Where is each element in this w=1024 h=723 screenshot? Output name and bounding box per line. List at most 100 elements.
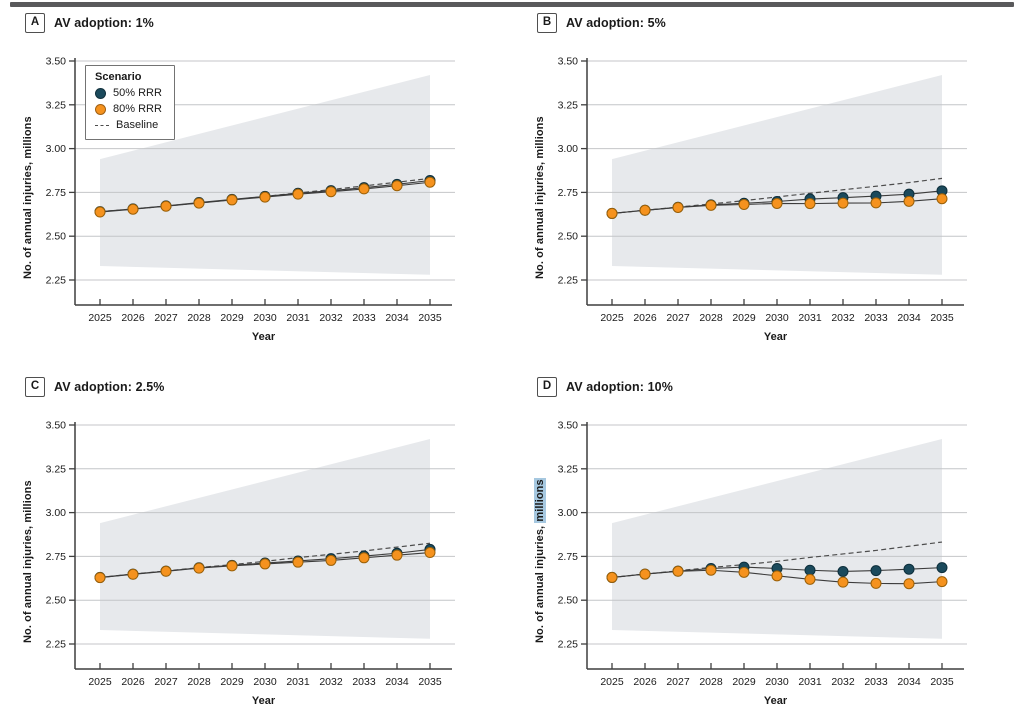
- legend-item-baseline: Baseline: [95, 117, 162, 133]
- x-tick-label: 2028: [699, 312, 723, 324]
- data-point-80-rrr: [771, 570, 783, 582]
- x-tick-label: 2025: [88, 312, 112, 324]
- panel-title: AV adoption: 1%: [54, 16, 154, 30]
- data-point-80-rrr: [358, 183, 370, 195]
- y-tick-label: 2.25: [558, 639, 579, 651]
- x-axis-title: Year: [764, 331, 788, 343]
- data-point-80-rrr: [606, 207, 618, 219]
- data-point-80-rrr: [127, 568, 139, 580]
- data-point-80-rrr: [804, 198, 816, 210]
- panel-title: AV adoption: 5%: [566, 16, 666, 30]
- panel-header: C AV adoption: 2.5%: [25, 377, 165, 397]
- data-point-80-rrr: [226, 560, 238, 572]
- data-point-80-rrr: [705, 199, 717, 211]
- y-tick-label: 3.25: [558, 99, 579, 111]
- x-tick-label: 2035: [418, 312, 442, 324]
- y-tick-label: 3.00: [46, 143, 67, 155]
- x-tick-label: 2033: [864, 676, 888, 688]
- data-point-80-rrr: [672, 565, 684, 577]
- data-point-80-rrr: [936, 193, 948, 205]
- y-tick-label: 3.50: [558, 56, 579, 68]
- data-point-50-rrr: [837, 565, 849, 577]
- panel-title: AV adoption: 2.5%: [54, 380, 165, 394]
- top-border-bar: [10, 2, 1014, 7]
- 80-rrr-dot-icon: [95, 103, 106, 115]
- data-point-80-rrr: [870, 197, 882, 209]
- y-tick-label: 3.25: [46, 463, 67, 475]
- x-axis-title: Year: [764, 695, 788, 707]
- x-tick-label: 2025: [88, 676, 112, 688]
- legend-item-80-rrr: 80% RRR: [95, 101, 162, 117]
- x-tick-label: 2028: [187, 312, 211, 324]
- panel-header: A AV adoption: 1%: [25, 13, 154, 33]
- panel-letter-c: C: [25, 377, 45, 397]
- data-point-80-rrr: [94, 206, 106, 218]
- x-tick-label: 2035: [418, 676, 442, 688]
- y-tick-label: 3.00: [46, 507, 67, 519]
- x-tick-label: 2028: [187, 676, 211, 688]
- y-tick-label: 3.25: [46, 99, 67, 111]
- x-tick-label: 2033: [352, 312, 376, 324]
- x-tick-label: 2029: [220, 676, 244, 688]
- y-tick-label: 2.25: [558, 275, 579, 287]
- data-point-80-rrr: [903, 195, 915, 207]
- y-tick-label: 2.50: [46, 595, 67, 607]
- data-point-50-rrr: [804, 564, 816, 576]
- y-tick-label: 3.25: [558, 463, 579, 475]
- uncertainty-band: [100, 75, 430, 275]
- data-point-80-rrr: [292, 556, 304, 568]
- x-tick-label: 2034: [897, 676, 921, 688]
- x-tick-label: 2031: [798, 676, 822, 688]
- legend-item-label: Baseline: [116, 119, 159, 131]
- plot-a: 3.50 3.25 3.00 2.75 2.50 2.25 2025 2026 2027 2028…: [46, 56, 455, 343]
- data-point-80-rrr: [259, 191, 271, 203]
- data-point-80-rrr: [903, 578, 915, 590]
- uncertainty-band: [100, 439, 430, 639]
- data-point-80-rrr: [160, 200, 172, 212]
- x-tick-label: 2030: [765, 312, 789, 324]
- data-point-50-rrr: [870, 565, 882, 577]
- data-point-80-rrr: [358, 552, 370, 564]
- data-point-80-rrr: [606, 571, 618, 583]
- x-tick-label: 2029: [732, 676, 756, 688]
- y-tick-label: 2.75: [558, 187, 579, 199]
- x-tick-label: 2034: [385, 676, 409, 688]
- x-tick-label: 2030: [765, 676, 789, 688]
- data-point-80-rrr: [936, 576, 948, 588]
- data-point-80-rrr: [94, 572, 106, 584]
- x-tick-label: 2027: [666, 676, 690, 688]
- legend-item-label: 50% RRR: [113, 87, 162, 99]
- data-point-80-rrr: [226, 194, 238, 206]
- x-tick-label: 2027: [666, 312, 690, 324]
- x-tick-label: 2032: [831, 312, 855, 324]
- y-tick-label: 3.50: [46, 420, 67, 432]
- x-tick-label: 2035: [930, 676, 954, 688]
- panel-b: 3.50 3.25 3.00 2.75 2.50 2.25 2025 2026 2027 2028…: [512, 2, 1024, 358]
- data-point-80-rrr: [193, 197, 205, 209]
- panel-letter-b: B: [537, 13, 557, 33]
- x-tick-label: 2033: [352, 676, 376, 688]
- y-tick-label: 2.75: [46, 187, 67, 199]
- x-tick-label: 2025: [600, 312, 624, 324]
- data-point-80-rrr: [771, 197, 783, 209]
- x-tick-label: 2035: [930, 312, 954, 324]
- x-tick-label: 2029: [220, 312, 244, 324]
- y-axis-title-text: No. of annual injuries,: [534, 522, 546, 643]
- legend-item-50-rrr: 50% RRR: [95, 85, 162, 101]
- x-tick-label: 2026: [633, 312, 657, 324]
- data-point-80-rrr: [870, 577, 882, 589]
- data-point-80-rrr: [391, 180, 403, 192]
- data-point-80-rrr: [424, 176, 436, 188]
- 50-rrr-dot-icon: [95, 87, 106, 99]
- x-tick-label: 2034: [897, 312, 921, 324]
- y-tick-label: 3.00: [558, 143, 579, 155]
- data-point-80-rrr: [292, 188, 304, 200]
- data-point-80-rrr: [193, 562, 205, 574]
- panel-letter-d: D: [537, 377, 557, 397]
- x-axis-title: Year: [252, 695, 276, 707]
- x-tick-label: 2032: [319, 312, 343, 324]
- data-point-80-rrr: [705, 564, 717, 576]
- x-tick-label: 2026: [633, 676, 657, 688]
- data-point-50-rrr: [903, 563, 915, 575]
